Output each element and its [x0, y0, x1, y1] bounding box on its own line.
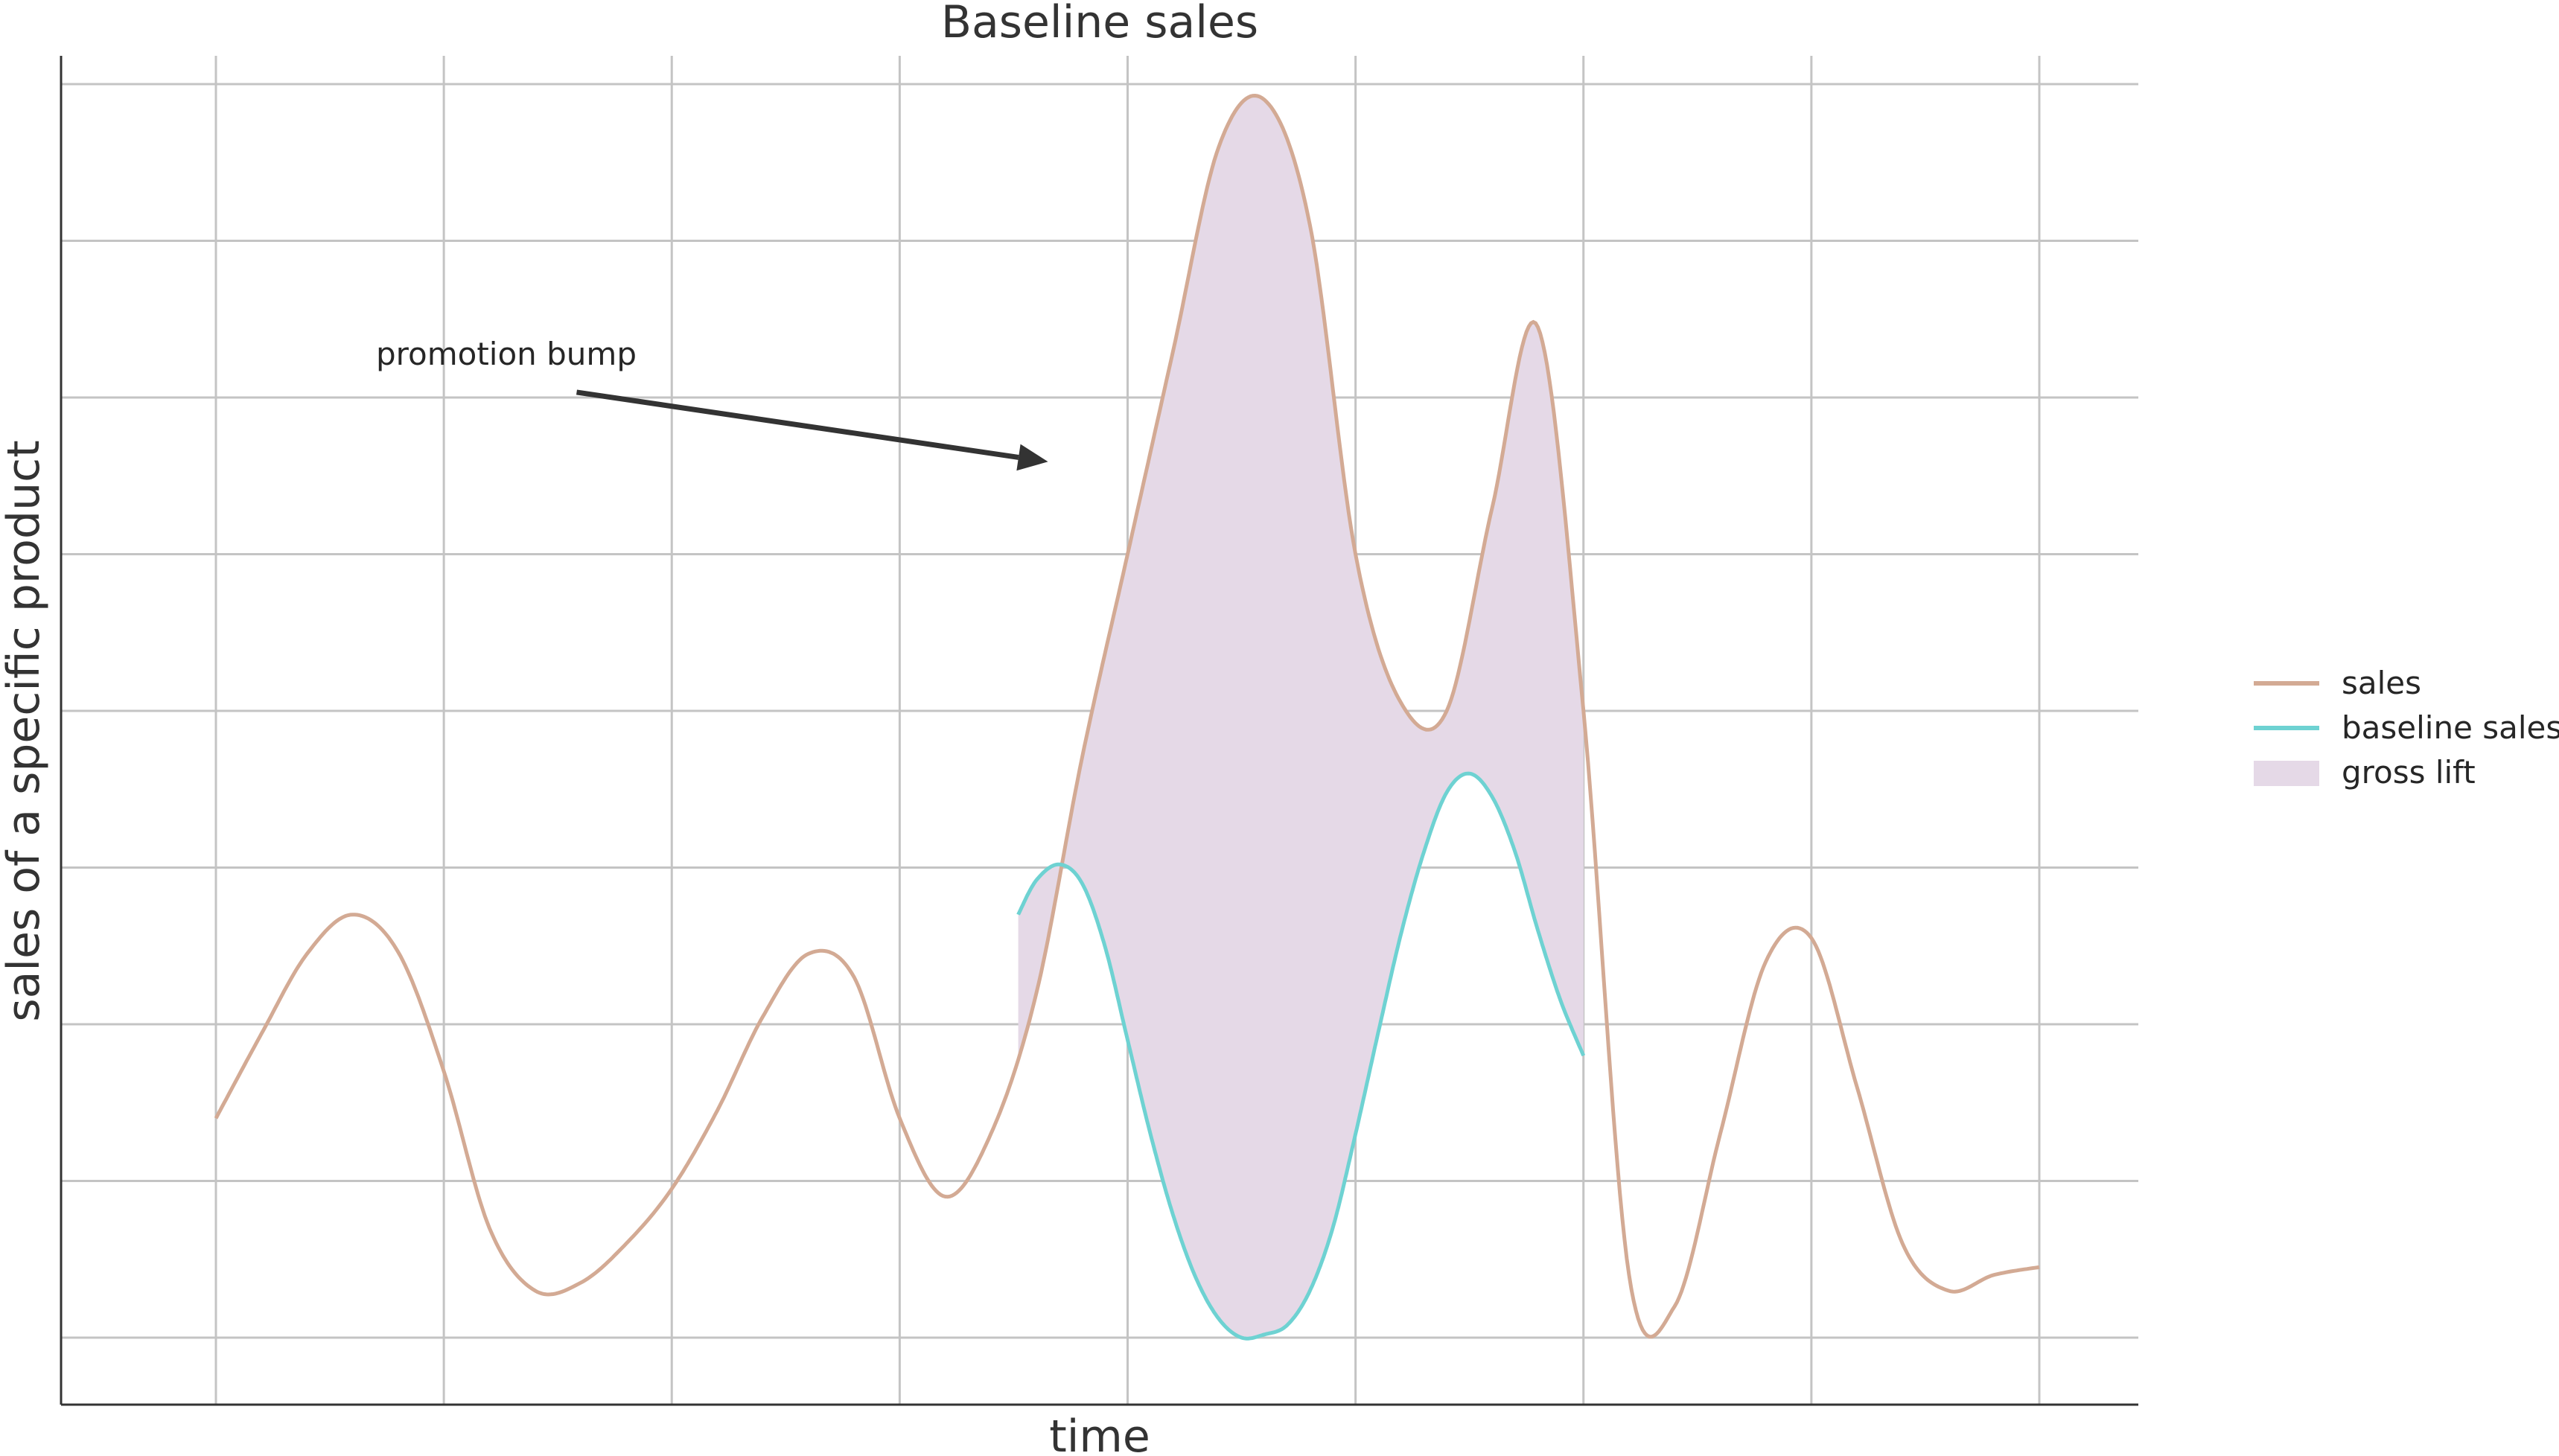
- annotation-arrow-head: [1016, 444, 1048, 471]
- legend-swatch-gross-lift: [2254, 761, 2319, 786]
- legend-label-baseline: baseline sales: [2342, 709, 2559, 746]
- gross-lift-area: [1018, 95, 1584, 1339]
- x-axis-label: time: [1049, 1411, 1150, 1456]
- chart-title: Baseline sales: [941, 0, 1258, 48]
- annotation: promotion bump: [376, 336, 1048, 471]
- annotation-text: promotion bump: [376, 336, 637, 372]
- legend-label-gross-lift: gross lift: [2342, 754, 2476, 791]
- annotation-arrow-line: [576, 389, 1019, 460]
- legend-label-sales: sales: [2342, 665, 2421, 701]
- y-axis-label: sales of a specific product: [0, 440, 50, 1021]
- legend: sales baseline sales gross lift: [2254, 665, 2559, 791]
- sales-line: [214, 93, 2040, 1339]
- baseline-sales-line: [1016, 771, 1586, 1341]
